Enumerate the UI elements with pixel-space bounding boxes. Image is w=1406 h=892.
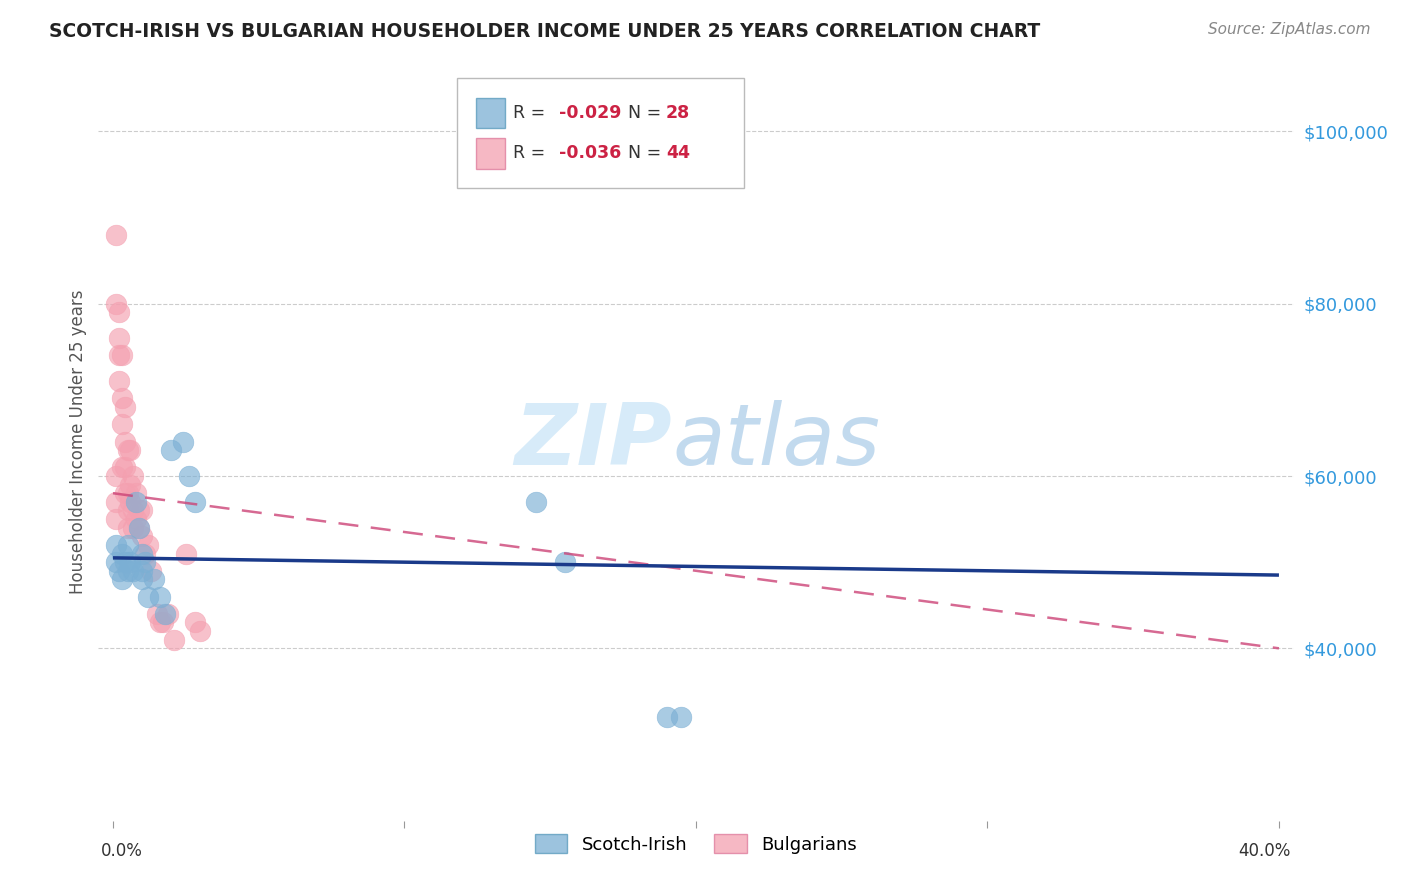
Point <box>104 296 127 310</box>
Point <box>120 443 142 458</box>
Point <box>122 503 145 517</box>
Point <box>117 538 139 552</box>
Point <box>104 469 127 483</box>
Point <box>142 573 165 587</box>
Text: -0.036: -0.036 <box>558 145 621 162</box>
Point <box>114 434 136 449</box>
Point <box>111 417 134 432</box>
Point <box>117 486 139 500</box>
Point <box>122 564 145 578</box>
Point <box>104 555 127 569</box>
Point <box>104 495 127 509</box>
Point <box>149 590 172 604</box>
Text: N =: N = <box>628 104 666 122</box>
Point <box>122 469 145 483</box>
Legend: Scotch-Irish, Bulgarians: Scotch-Irish, Bulgarians <box>527 827 865 861</box>
Point <box>114 555 136 569</box>
Point <box>139 564 162 578</box>
Point <box>134 547 156 561</box>
Point <box>160 443 183 458</box>
FancyBboxPatch shape <box>477 98 505 128</box>
Point <box>177 469 200 483</box>
Point <box>108 374 131 388</box>
Point <box>136 590 159 604</box>
FancyBboxPatch shape <box>457 78 744 187</box>
Point <box>108 348 131 362</box>
Point <box>125 495 148 509</box>
Point <box>125 512 148 526</box>
Text: R =: R = <box>513 104 551 122</box>
Point <box>120 477 142 491</box>
Point <box>131 573 153 587</box>
Point <box>155 607 177 621</box>
Point <box>114 486 136 500</box>
Text: R =: R = <box>513 145 551 162</box>
Point <box>120 495 142 509</box>
Point <box>111 547 134 561</box>
Point <box>117 521 139 535</box>
Point <box>524 495 547 509</box>
Point <box>131 503 153 517</box>
Point <box>671 710 693 724</box>
Text: 0.0%: 0.0% <box>101 842 143 860</box>
Point <box>183 615 205 630</box>
Point <box>108 331 131 345</box>
Point <box>120 555 142 569</box>
Point <box>108 564 131 578</box>
Point <box>117 564 139 578</box>
Point <box>114 460 136 475</box>
Point <box>128 521 150 535</box>
Point <box>104 538 127 552</box>
Point <box>554 555 576 569</box>
Point <box>104 227 127 242</box>
Text: ZIP: ZIP <box>515 400 672 483</box>
Point <box>128 503 150 517</box>
Point <box>111 460 134 475</box>
Point <box>152 615 174 630</box>
Y-axis label: Householder Income Under 25 years: Householder Income Under 25 years <box>69 289 87 594</box>
Point <box>172 434 194 449</box>
Point <box>145 607 167 621</box>
Point <box>157 607 180 621</box>
Point <box>136 538 159 552</box>
Point <box>104 512 127 526</box>
Point <box>134 555 156 569</box>
Point <box>183 495 205 509</box>
Point <box>131 547 153 561</box>
Text: 28: 28 <box>666 104 690 122</box>
Point <box>131 564 153 578</box>
Text: 40.0%: 40.0% <box>1239 842 1291 860</box>
Point <box>190 624 212 639</box>
Point <box>655 710 678 724</box>
Text: Source: ZipAtlas.com: Source: ZipAtlas.com <box>1208 22 1371 37</box>
Text: SCOTCH-IRISH VS BULGARIAN HOUSEHOLDER INCOME UNDER 25 YEARS CORRELATION CHART: SCOTCH-IRISH VS BULGARIAN HOUSEHOLDER IN… <box>49 22 1040 41</box>
Text: atlas: atlas <box>672 400 880 483</box>
Point <box>108 305 131 319</box>
Point <box>174 547 197 561</box>
Point <box>114 400 136 414</box>
Point <box>111 573 134 587</box>
Point <box>117 503 139 517</box>
Point <box>163 632 186 647</box>
Point <box>125 486 148 500</box>
Point <box>117 443 139 458</box>
Text: -0.029: -0.029 <box>558 104 621 122</box>
FancyBboxPatch shape <box>477 138 505 169</box>
Point <box>149 615 172 630</box>
Point <box>131 529 153 543</box>
Point <box>111 392 134 406</box>
Point <box>122 521 145 535</box>
Text: N =: N = <box>628 145 666 162</box>
Point <box>111 348 134 362</box>
Point <box>128 521 150 535</box>
Text: 44: 44 <box>666 145 690 162</box>
